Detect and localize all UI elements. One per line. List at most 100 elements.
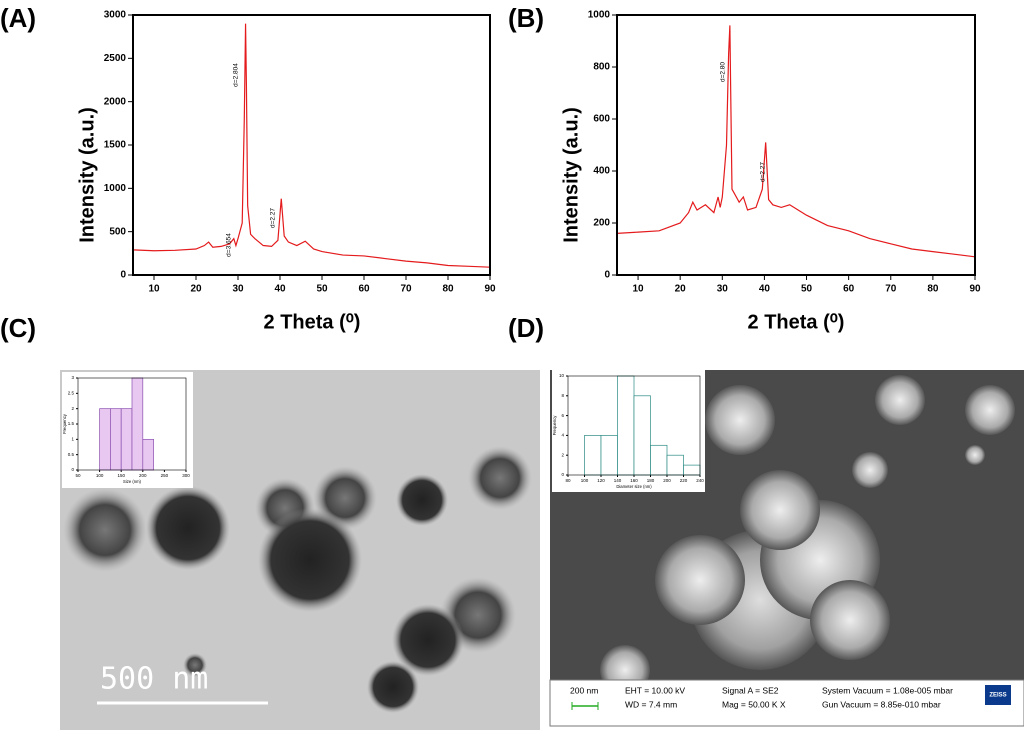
x-tick-label: 120 bbox=[597, 478, 605, 483]
x-tick-label: 200 bbox=[663, 478, 671, 483]
y-tick-label: 1.5 bbox=[68, 421, 75, 426]
x-axis-title: 2 Theta (⁰) bbox=[748, 311, 845, 333]
plot-frame bbox=[567, 375, 701, 476]
x-tick-label: 150 bbox=[117, 473, 125, 478]
histogram-bar bbox=[617, 375, 635, 476]
plot-frame bbox=[77, 377, 187, 471]
histogram-bar bbox=[120, 408, 133, 471]
x-tick-label: 200 bbox=[139, 473, 147, 478]
x-tick-label: 250 bbox=[161, 473, 169, 478]
histogram-bar bbox=[666, 454, 684, 476]
scale-bar-label: 200 nm bbox=[570, 685, 598, 695]
brand: ZEISS bbox=[989, 693, 1006, 699]
panel-label: (B) bbox=[508, 3, 544, 33]
x-tick-label: 80 bbox=[927, 284, 939, 295]
y-tick-label: 2500 bbox=[104, 53, 127, 64]
x-tick-label: 50 bbox=[801, 284, 813, 295]
panel-label: (D) bbox=[508, 313, 544, 343]
x-tick-label: 40 bbox=[274, 284, 286, 295]
xrd-line bbox=[616, 25, 976, 258]
x-axis-title: Diameter size (nm) bbox=[616, 484, 652, 489]
eht: EHT = 10.00 kV bbox=[625, 685, 685, 695]
y-tick-label: 400 bbox=[593, 166, 610, 177]
y-axis-title: Frequency bbox=[62, 413, 67, 434]
x-tick-label: 80 bbox=[442, 284, 454, 295]
y-tick-label: 6 bbox=[561, 413, 564, 418]
x-tick-label: 60 bbox=[358, 284, 370, 295]
histogram-bar bbox=[633, 395, 651, 476]
x-tick-label: 160 bbox=[630, 478, 638, 483]
x-tick-label: 100 bbox=[96, 473, 104, 478]
plot-frame bbox=[616, 14, 976, 276]
x-tick-label: 60 bbox=[843, 284, 855, 295]
plot-frame bbox=[132, 14, 491, 276]
peak-annotation: d=2.27 bbox=[270, 208, 277, 228]
x-tick-label: 80 bbox=[565, 478, 571, 483]
histogram-bar bbox=[683, 464, 701, 476]
panel-label: (C) bbox=[0, 313, 36, 343]
y-tick-label: 1000 bbox=[104, 183, 127, 194]
y-tick-label: 3000 bbox=[104, 10, 127, 21]
histogram-bar bbox=[131, 377, 144, 471]
y-tick-label: 2 bbox=[71, 406, 74, 411]
x-tick-label: 70 bbox=[400, 284, 412, 295]
x-tick-label: 10 bbox=[632, 284, 644, 295]
panel-label: (A) bbox=[0, 3, 36, 33]
y-tick-label: 600 bbox=[593, 114, 610, 125]
x-tick-label: 90 bbox=[969, 284, 981, 295]
histogram-bar bbox=[650, 444, 668, 476]
x-tick-label: 220 bbox=[680, 478, 688, 483]
y-tick-label: 3 bbox=[71, 375, 74, 380]
xrd-line bbox=[132, 23, 491, 268]
y-tick-label: 8 bbox=[561, 393, 564, 398]
y-axis-title: Intensity (a.u.) bbox=[560, 107, 582, 243]
y-tick-label: 800 bbox=[593, 62, 610, 73]
x-axis-title: Size (nm) bbox=[123, 479, 142, 484]
x-tick-label: 20 bbox=[190, 284, 202, 295]
peak-annotation: d=2.27 bbox=[760, 162, 767, 182]
peak-annotation: d=3.654 bbox=[226, 233, 233, 257]
y-tick-label: 0 bbox=[604, 270, 610, 281]
histogram-bar bbox=[142, 438, 154, 471]
y-tick-label: 1 bbox=[71, 437, 74, 442]
x-tick-label: 180 bbox=[647, 478, 655, 483]
scale-bar-label: 500 nm bbox=[100, 662, 208, 697]
histogram-bar bbox=[600, 435, 618, 476]
x-tick-label: 100 bbox=[581, 478, 589, 483]
y-axis-title: Intensity (a.u.) bbox=[76, 107, 98, 243]
y-tick-label: 0 bbox=[561, 472, 564, 477]
y-tick-label: 0.5 bbox=[68, 452, 75, 457]
y-tick-label: 10 bbox=[559, 373, 565, 378]
x-tick-label: 10 bbox=[148, 284, 160, 295]
x-tick-label: 90 bbox=[484, 284, 496, 295]
histogram-bar bbox=[99, 408, 111, 471]
x-axis-title: 2 Theta (⁰) bbox=[264, 311, 361, 333]
x-tick-label: 30 bbox=[232, 284, 244, 295]
x-tick-label: 240 bbox=[696, 478, 704, 483]
y-tick-label: 0 bbox=[71, 467, 74, 472]
y-tick-label: 2 bbox=[561, 452, 564, 457]
y-tick-label: 1000 bbox=[588, 10, 611, 21]
histogram-bar bbox=[110, 408, 122, 471]
peak-annotation: d=2.80 bbox=[720, 62, 727, 82]
y-tick-label: 4 bbox=[561, 433, 564, 438]
x-tick-label: 50 bbox=[316, 284, 328, 295]
x-tick-label: 30 bbox=[717, 284, 729, 295]
y-tick-label: 2.5 bbox=[68, 391, 75, 396]
system-vacuum: System Vacuum = 1.08e-005 mbar bbox=[822, 685, 953, 695]
x-tick-label: 50 bbox=[75, 473, 81, 478]
gun-vacuum: Gun Vacuum = 8.85e-010 mbar bbox=[822, 699, 941, 709]
y-tick-label: 0 bbox=[120, 270, 126, 281]
peak-annotation: d=2.804 bbox=[233, 63, 240, 87]
y-tick-label: 500 bbox=[109, 226, 126, 237]
histogram-bar bbox=[584, 435, 602, 476]
y-tick-label: 200 bbox=[593, 218, 610, 229]
wd: WD = 7.4 mm bbox=[625, 699, 677, 709]
x-tick-label: 140 bbox=[614, 478, 622, 483]
signal: Signal A = SE2 bbox=[722, 685, 779, 695]
y-tick-label: 2000 bbox=[104, 96, 127, 107]
x-tick-label: 70 bbox=[885, 284, 897, 295]
x-tick-label: 20 bbox=[675, 284, 687, 295]
x-tick-label: 40 bbox=[759, 284, 771, 295]
